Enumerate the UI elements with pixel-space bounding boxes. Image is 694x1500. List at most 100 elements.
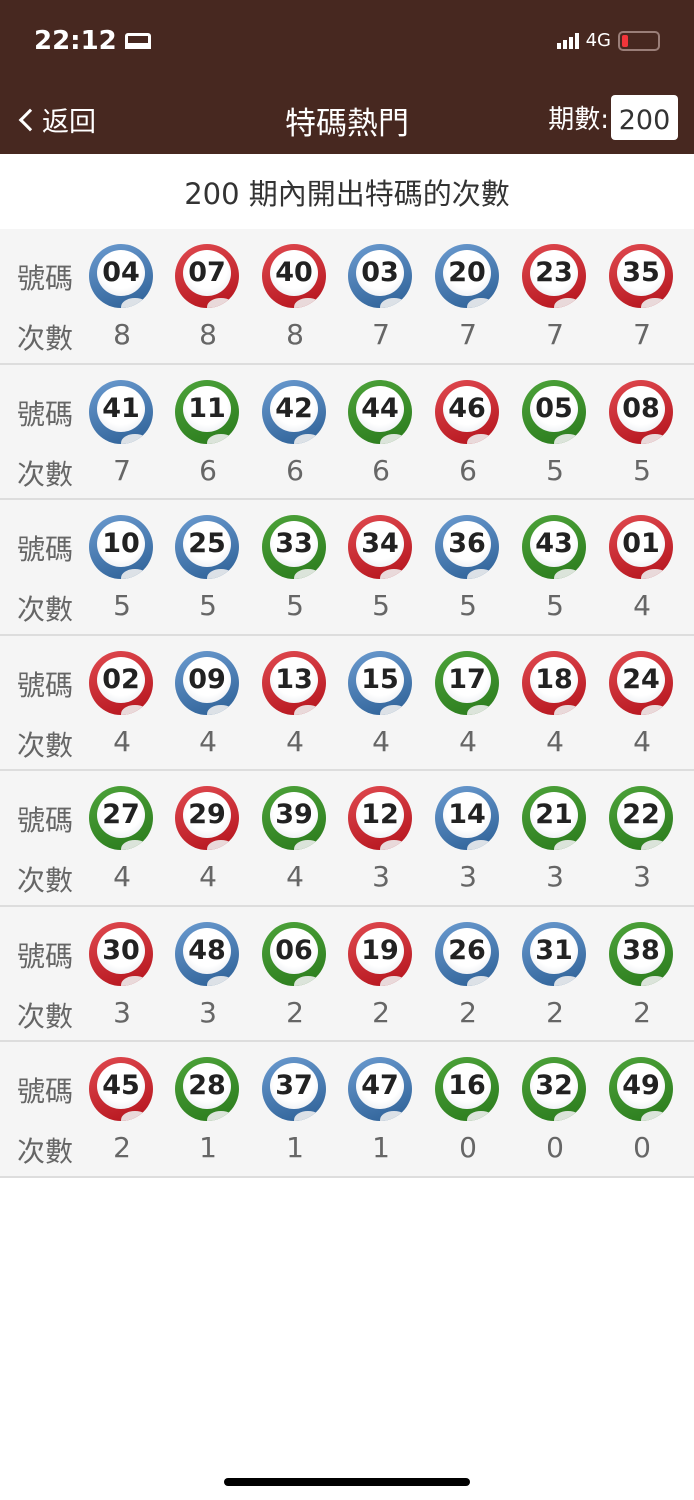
- lottery-ball-red: 35: [609, 244, 673, 308]
- ball-number: 39: [275, 799, 313, 830]
- lottery-ball-red: 08: [609, 379, 673, 444]
- lottery-ball-red: 30: [89, 921, 153, 986]
- table-row: 號碼 次數 27 4 29 4 39 4 12 3 14 3 21 3 22 3: [0, 771, 694, 907]
- subtitle: 200 期內開出特碼的次數: [184, 176, 510, 211]
- number-cell: 06 2: [262, 921, 328, 1029]
- lottery-ball-red: 07: [175, 244, 239, 308]
- ball-number: 26: [448, 934, 486, 966]
- ball-number: 48: [188, 934, 226, 966]
- ball-count: 4: [372, 724, 390, 758]
- lottery-ball-blue: 26: [435, 921, 499, 986]
- ball-count: 5: [459, 589, 477, 622]
- ball-number: 24: [622, 663, 660, 695]
- ball-number: 41: [102, 392, 140, 424]
- count-label: 次數: [17, 322, 74, 355]
- ball-count: 7: [459, 318, 477, 351]
- ball-count: 5: [633, 453, 651, 487]
- lottery-ball-green: 38: [609, 921, 673, 986]
- ball-count: 6: [286, 453, 304, 487]
- ball-number: 14: [448, 799, 486, 830]
- lottery-ball-green: 27: [89, 786, 153, 850]
- lottery-ball-green: 44: [348, 379, 412, 444]
- number-cell: 17 4: [435, 650, 501, 758]
- lottery-ball-blue: 09: [175, 650, 239, 715]
- number-cell: 45 2: [89, 1057, 155, 1164]
- lottery-ball-green: 32: [522, 1057, 586, 1121]
- number-cell: 34 5: [348, 515, 414, 622]
- ball-number: 15: [361, 663, 399, 695]
- number-cell: 16 0: [435, 1057, 501, 1164]
- ball-count: 7: [113, 453, 131, 487]
- ball-count: 8: [199, 318, 217, 351]
- lottery-ball-green: 11: [175, 379, 239, 444]
- ball-number: 42: [275, 392, 313, 424]
- number-cell: 26 2: [435, 921, 501, 1029]
- lottery-ball-red: 23: [522, 244, 586, 308]
- number-label: 號碼: [17, 397, 74, 431]
- lottery-ball-red: 02: [89, 650, 153, 715]
- ball-number: 25: [188, 528, 226, 559]
- ball-count: 4: [113, 724, 131, 758]
- period-selector: 期數: 200: [548, 95, 678, 140]
- number-label: 號碼: [17, 804, 74, 837]
- home-indicator[interactable]: [224, 1478, 470, 1486]
- ball-count: 5: [286, 589, 304, 622]
- ball-count: 5: [113, 589, 131, 622]
- ball-count: 7: [546, 318, 564, 351]
- ball-number: 32: [535, 1070, 573, 1101]
- number-cell: 46 6: [435, 379, 501, 487]
- period-input[interactable]: 200: [611, 95, 678, 140]
- status-indicators: 4G: [556, 30, 660, 51]
- lottery-ball-green: 22: [609, 786, 673, 850]
- number-cell: 09 4: [175, 650, 241, 758]
- ball-number: 37: [275, 1070, 313, 1101]
- lottery-ball-green: 28: [175, 1057, 239, 1121]
- ball-count: 6: [372, 453, 390, 487]
- table-row: 號碼 次數 02 4 09 4 13 4 15 4 17 4 18 4 24 4: [0, 635, 694, 771]
- battery-low-icon: [618, 30, 660, 51]
- lottery-ball-green: 33: [262, 515, 326, 579]
- lottery-ball-red: 18: [522, 650, 586, 715]
- number-cell: 47 1: [348, 1057, 414, 1164]
- number-cell: 42 6: [262, 379, 328, 487]
- count-label: 次數: [17, 593, 74, 626]
- ball-number: 10: [102, 528, 140, 559]
- count-label: 次數: [17, 864, 74, 897]
- ball-number: 38: [622, 934, 660, 966]
- ball-count: 4: [286, 724, 304, 758]
- ball-count: 0: [459, 1131, 477, 1164]
- ball-count: 3: [546, 860, 564, 893]
- ball-number: 04: [102, 257, 140, 288]
- number-label: 號碼: [17, 262, 74, 295]
- lottery-ball-red: 40: [262, 244, 326, 308]
- ball-number: 20: [448, 257, 486, 288]
- ball-number: 12: [361, 799, 399, 830]
- count-label: 次數: [17, 457, 74, 491]
- ball-count: 8: [286, 318, 304, 351]
- lottery-ball-green: 16: [435, 1057, 499, 1121]
- lottery-ball-red: 29: [175, 786, 239, 850]
- number-cell: 29 4: [175, 786, 241, 893]
- lottery-ball-red: 46: [435, 379, 499, 444]
- ball-number: 06: [275, 934, 313, 966]
- table-row: 號碼 次數 41 7 11 6 42 6 44 6 46 6 05 5 08 5: [0, 364, 694, 500]
- lottery-ball-green: 43: [522, 515, 586, 579]
- ball-count: 6: [459, 453, 477, 487]
- ball-count: 3: [199, 995, 217, 1029]
- number-cell: 44 6: [348, 379, 414, 487]
- ball-number: 47: [361, 1070, 399, 1101]
- ball-number: 19: [361, 934, 399, 966]
- number-cell: 15 4: [348, 650, 414, 758]
- ball-number: 13: [275, 663, 313, 695]
- number-cell: 12 3: [348, 786, 414, 893]
- ball-number: 34: [361, 528, 399, 559]
- ball-count: 4: [459, 724, 477, 758]
- ball-number: 23: [535, 257, 573, 288]
- back-button[interactable]: 返回: [16, 100, 96, 139]
- ball-number: 30: [102, 934, 140, 966]
- ball-count: 5: [546, 453, 564, 487]
- ball-count: 7: [372, 318, 390, 351]
- ball-number: 49: [622, 1070, 660, 1101]
- number-cell: 39 4: [262, 786, 328, 893]
- lottery-ball-red: 24: [609, 650, 673, 715]
